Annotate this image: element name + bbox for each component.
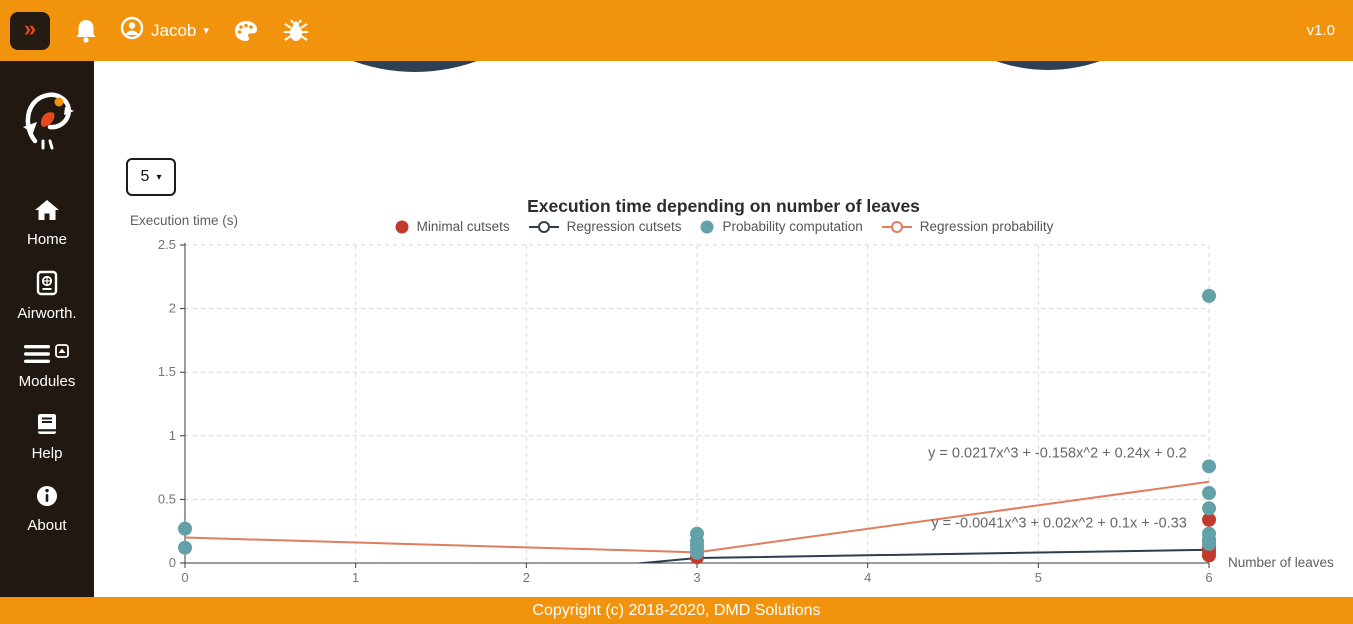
sidebar-item-help[interactable]: Help xyxy=(31,412,63,462)
svg-text:3: 3 xyxy=(693,570,700,585)
sidebar-item-label: Home xyxy=(26,231,67,248)
svg-text:0: 0 xyxy=(181,570,188,585)
sidebar-toggle-button[interactable]: » xyxy=(10,11,50,50)
footer: Copyright (c) 2018-2020, DMD Solutions xyxy=(0,597,1353,624)
legend-item[interactable]: Regression cutsets xyxy=(528,219,682,234)
user-menu[interactable]: Jacob ▾ xyxy=(120,16,209,45)
double-chevron-right-icon: » xyxy=(23,15,37,41)
y-axis-title: Execution time (s) xyxy=(130,213,239,228)
version-label: v1.0 xyxy=(1306,22,1335,39)
svg-text:0: 0 xyxy=(169,555,176,570)
passport-icon xyxy=(36,270,58,300)
legend-label: Regression probability xyxy=(919,219,1054,234)
book-icon xyxy=(35,412,59,440)
copyright-text: Copyright (c) 2018-2020, DMD Solutions xyxy=(532,601,821,619)
sidebar-item-label: Help xyxy=(31,445,63,462)
chart-legend: Minimal cutsets Regression cutsets Probabi… xyxy=(94,219,1353,234)
svg-text:4: 4 xyxy=(864,570,871,585)
dropdown-value: 5 xyxy=(140,168,150,185)
caret-down-icon: ▾ xyxy=(203,25,209,37)
palette-icon[interactable] xyxy=(233,19,259,43)
chart-title: Execution time depending on number of le… xyxy=(527,196,920,216)
legend-label: Probability computation xyxy=(722,219,863,234)
sidebar-item-airworthiness[interactable]: Airworth. xyxy=(17,270,77,322)
svg-text:2: 2 xyxy=(169,301,176,316)
legend-line-marker xyxy=(528,220,559,233)
svg-text:y = 0.0217x^3 + -0.158x^2 + 0.: y = 0.0217x^3 + -0.158x^2 + 0.24x + 0.2 xyxy=(928,446,1187,462)
svg-text:y = -0.0041x^3 + 0.02x^2 + 0.1: y = -0.0041x^3 + 0.02x^2 + 0.1x + -0.33 xyxy=(931,516,1186,532)
legend-line-marker xyxy=(881,220,912,233)
legend-item[interactable]: Regression probability xyxy=(881,219,1054,234)
sidebar-item-label: Airworth. xyxy=(17,305,77,322)
sidebar: Home Airworth. xyxy=(0,61,94,597)
svg-text:5: 5 xyxy=(1035,570,1042,585)
svg-text:1: 1 xyxy=(352,570,359,585)
x-axis-title: Number of leaves xyxy=(1228,555,1334,570)
svg-text:2: 2 xyxy=(523,570,530,585)
info-icon xyxy=(35,484,59,512)
legend-label: Regression cutsets xyxy=(566,219,682,234)
svg-text:1.5: 1.5 xyxy=(158,364,176,379)
legend-label: Minimal cutsets xyxy=(416,219,510,234)
caret-down-icon: ▾ xyxy=(156,171,162,183)
sidebar-item-modules[interactable]: Modules xyxy=(18,344,76,390)
home-icon xyxy=(34,198,60,226)
sidebar-item-about[interactable]: About xyxy=(27,484,67,534)
notifications-bell-icon[interactable] xyxy=(74,18,98,44)
svg-text:6: 6 xyxy=(1205,570,1212,585)
caret-square-icon xyxy=(55,344,70,362)
legend-dot-marker xyxy=(395,220,409,233)
clipped-chart-circle-left xyxy=(235,61,595,72)
sidebar-item-label: About xyxy=(27,517,67,534)
legend-item[interactable]: Minimal cutsets xyxy=(394,219,510,234)
svg-text:1: 1 xyxy=(169,428,176,443)
sidebar-item-label: Modules xyxy=(18,373,76,390)
chart-plot: 0 1 2 3 4 5 6 0 0.5 1 1.5 2 2.5 y = 0.0217x^3 + -0.15… xyxy=(158,237,1217,585)
menu-icon xyxy=(24,344,51,368)
clipped-chart-circle-right xyxy=(893,61,1203,70)
user-name: Jacob xyxy=(151,20,197,40)
main-content: 5 ▾ Execution time (s) Execution time de… xyxy=(94,61,1353,597)
leaves-count-dropdown[interactable]: 5 ▾ xyxy=(126,158,176,196)
svg-text:0.5: 0.5 xyxy=(158,491,176,506)
legend-item[interactable]: Probability computation xyxy=(699,219,863,234)
bug-icon[interactable] xyxy=(283,18,309,43)
top-navbar: » Jacob ▾ xyxy=(0,0,1353,61)
sidebar-item-home[interactable]: Home xyxy=(27,198,67,248)
svg-text:2.5: 2.5 xyxy=(158,237,176,252)
user-avatar-icon xyxy=(120,16,144,45)
legend-dot-marker xyxy=(700,220,714,233)
sidebar-nav: Home Airworth. xyxy=(17,198,77,534)
bird-logo[interactable] xyxy=(19,85,75,156)
